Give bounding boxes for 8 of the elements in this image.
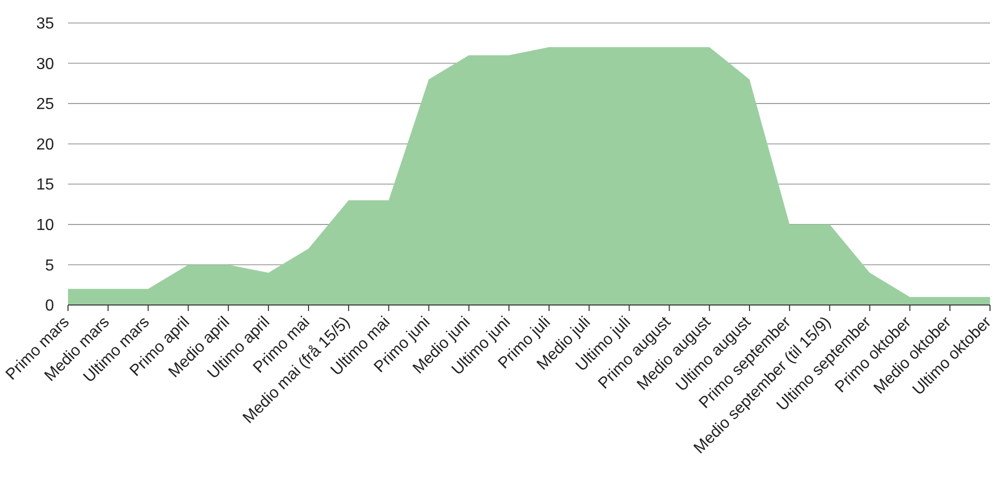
y-tick-label: 20 — [36, 136, 54, 154]
y-tick-label: 25 — [36, 96, 54, 114]
y-tick-label: 0 — [45, 298, 54, 315]
y-tick-label: 5 — [45, 257, 54, 274]
y-tick-label: 35 — [36, 16, 54, 33]
y-tick-label: 30 — [36, 56, 54, 73]
y-tick-label: 15 — [36, 176, 54, 194]
y-tick-label: 10 — [36, 217, 54, 234]
